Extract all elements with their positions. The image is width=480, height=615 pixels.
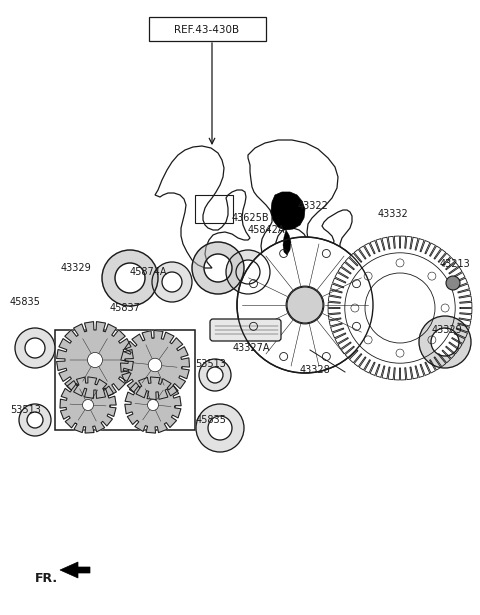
Text: 43329: 43329	[432, 325, 463, 335]
Bar	[195, 195, 233, 223]
Text: 45835: 45835	[196, 415, 227, 425]
Polygon shape	[120, 330, 190, 400]
Text: 43329: 43329	[60, 263, 91, 273]
Polygon shape	[60, 377, 116, 433]
Text: FR.: FR.	[35, 571, 58, 584]
Circle shape	[286, 286, 324, 324]
Text: 43625B: 43625B	[232, 213, 270, 223]
Text: 43213: 43213	[440, 259, 471, 269]
Text: 43332: 43332	[378, 209, 409, 219]
Text: 43328: 43328	[300, 365, 331, 375]
Polygon shape	[283, 230, 291, 255]
Circle shape	[147, 400, 158, 410]
Text: 43322: 43322	[298, 201, 329, 211]
Circle shape	[446, 276, 460, 290]
Polygon shape	[271, 192, 305, 230]
Text: 53513: 53513	[195, 359, 226, 369]
Text: 45842A: 45842A	[248, 225, 286, 235]
Text: REF.43-430B: REF.43-430B	[174, 25, 240, 35]
Circle shape	[287, 287, 323, 323]
Bar	[55, 330, 195, 430]
Polygon shape	[125, 377, 181, 433]
Text: 43327A: 43327A	[233, 343, 271, 353]
Circle shape	[148, 359, 162, 371]
FancyBboxPatch shape	[210, 319, 281, 341]
Text: 45835: 45835	[10, 297, 41, 307]
Circle shape	[83, 400, 94, 410]
Polygon shape	[60, 562, 90, 578]
Polygon shape	[328, 236, 472, 380]
Circle shape	[87, 352, 103, 368]
Text: 53513: 53513	[10, 405, 41, 415]
Text: 45837: 45837	[110, 303, 141, 313]
Circle shape	[237, 237, 373, 373]
Polygon shape	[57, 322, 133, 399]
Text: 45874A: 45874A	[129, 267, 167, 277]
